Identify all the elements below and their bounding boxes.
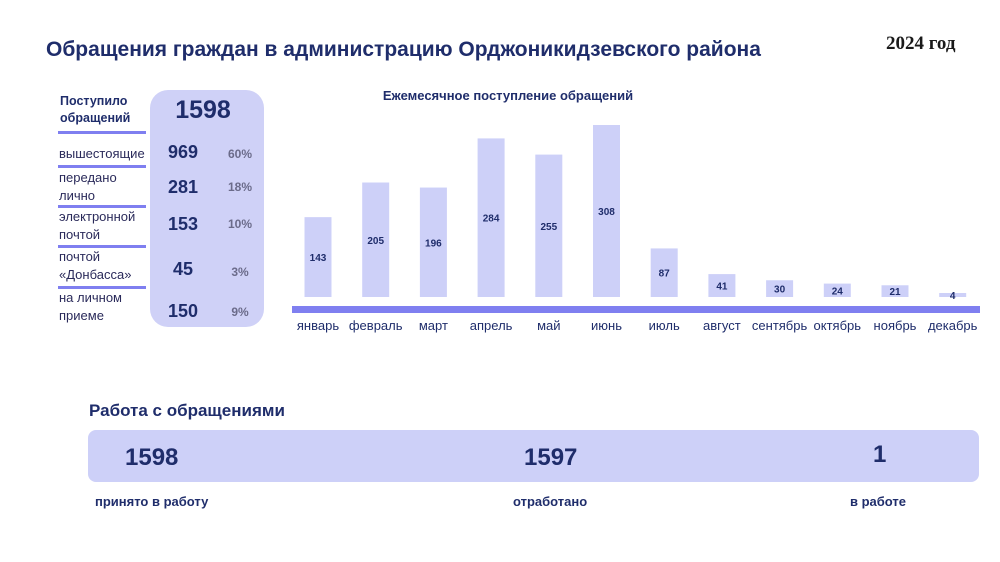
bar-value-label: 308 [598,207,615,218]
summary-divider [58,205,146,208]
in-progress-caption: в работе [850,494,907,509]
x-tick-label: февраль [349,318,403,333]
summary-divider [58,286,146,289]
summary-row-percent: 3% [231,265,249,279]
bar-value-label: 255 [540,222,557,233]
chart-title: Ежемесячное поступление обращений [382,88,634,103]
summary-highlight-panel [150,90,264,327]
in-progress-value: 1 [873,441,887,468]
bar-value-label: 4 [950,291,956,302]
processed-caption: отработано [513,494,588,509]
summary-row-percent: 18% [227,180,253,194]
x-tick-label: декабрь [928,318,978,333]
x-tick-label: сентябрь [752,318,808,333]
monthly-bar-chart: 143 январь 205 февраль 196 март 284 апрель 255 ма… [292,125,980,333]
bar-value-label: 143 [310,253,327,264]
summary-row-value: 153 [167,214,199,234]
bar-12 [939,293,967,297]
page-title: Обращения граждан в администрацию Орджон… [46,38,761,61]
bar-value-label: 284 [483,214,500,225]
chart-baseline [292,306,980,313]
summary-divider [58,245,146,248]
bar-value-label: 205 [367,236,384,247]
bar-value-label: 87 [659,269,671,280]
bar-value-label: 41 [716,282,728,293]
x-tick-label: август [703,318,741,333]
summary-divider [58,165,146,168]
bar-1 [304,217,332,297]
x-tick-label: июнь [591,318,622,333]
summary-row-value: 281 [167,177,199,197]
bar-4 [477,138,505,297]
bar-3 [419,187,447,297]
bar-7 [650,248,678,297]
summary-row-label: электронной почтой [59,209,136,242]
bar-10 [823,283,851,297]
bar-5 [535,154,563,297]
bar-2 [362,182,390,297]
bar-value-label: 30 [774,285,786,296]
summary-divider [58,131,146,134]
accepted-caption: принято в работу [95,494,209,509]
summary-row-label: вышестоящие [59,146,145,161]
bar-9 [766,280,794,297]
x-tick-label: апрель [470,318,513,333]
summary-row-value: 969 [167,142,199,162]
x-tick-label: март [419,318,448,333]
processed-value: 1597 [524,444,578,471]
accepted-value: 1598 [125,444,179,471]
year-label: 2024 год [886,33,956,54]
summary-row-percent: 10% [227,217,253,231]
work-stats-band [88,430,979,482]
bar-11 [881,285,909,297]
total-value: 1598 [175,96,231,124]
summary-row-label: на личном приеме [59,290,122,323]
x-tick-label: ноябрь [874,318,917,333]
bar-value-label: 24 [832,286,844,297]
bar-8 [708,274,736,297]
x-tick-label: январь [297,318,339,333]
x-tick-label: октябрь [814,318,862,333]
x-tick-label: май [537,318,560,333]
summary-row-label: передано лично [59,170,117,203]
bar-value-label: 21 [889,287,901,298]
summary-row-percent: 60% [227,147,253,161]
summary-row-label: почтой «Донбасса» [59,249,132,282]
bar-value-label: 196 [425,238,442,249]
x-tick-label: июль [649,318,680,333]
total-label: Поступило обращений [60,94,131,125]
summary-row-percent: 9% [231,305,249,319]
work-section-title: Работа с обращениями [89,401,285,420]
summary-row-value: 45 [172,259,194,279]
bar-6 [593,125,620,297]
summary-row-value: 150 [167,301,199,321]
